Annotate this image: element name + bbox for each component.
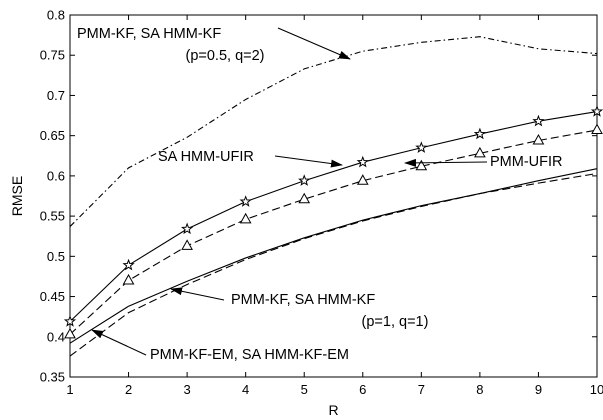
y-tick-label: 0.5 [47,249,65,264]
x-tick-label: 6 [359,382,366,397]
annotation-text: PMM-KF-EM, SA HMM-KF-EM [150,347,349,363]
x-tick-label: 3 [183,382,190,397]
annotation-text: (p=1, q=1) [362,314,429,330]
data-point-star [590,105,603,117]
annotation-arrow [274,155,343,168]
data-point-star [181,222,194,235]
y-tick-label: 0.6 [47,168,65,183]
series-line-kf_em [69,172,598,357]
data-point-triangle [474,146,486,158]
data-point-triangle [64,327,76,339]
data-point-triangle [298,192,311,204]
annotation-kf_sa: PMM-KF, SA HMM-KF (p=0.5, q=2) [77,26,351,64]
series-layer [69,36,598,357]
x-tick-label: 8 [476,382,483,397]
annotation-kf_11: PMM-KF, SA HMM-KF (p=1, q=1) [170,287,429,330]
annotation-text: SA HMM-UFIR [158,149,254,165]
y-tick-label: 0.45 [40,289,65,304]
data-point-star [415,141,428,153]
x-tick-label: 7 [418,382,425,397]
data-point-triangle [356,174,369,185]
y-axis-title: RMSE [9,176,25,216]
y-tick-label: 0.4 [47,329,65,344]
series-line-kf_sa [69,36,598,227]
data-point-triangle [591,123,603,135]
annotation-arrow [91,329,147,356]
y-tick-label: 0.65 [40,128,65,143]
y-tick-label: 0.35 [40,370,65,385]
axes: 1 2 3 4 5 6 7 8 9 10 0.35 0.4 0.45 0.5 0.55 0.6 0.65 0.7 0… [40,8,603,398]
data-point-triangle [181,239,193,250]
data-point-triangle [532,133,545,145]
x-tick-label: 4 [242,382,249,397]
x-axis-title: R [328,402,338,418]
annotation-text: (p=0.5, q=2) [186,48,265,64]
annotation-sa_ufir: SA HMM-UFIR [158,149,343,168]
data-point-star [356,155,369,168]
annotation-text: PMM-UFIR [490,154,563,170]
annotation-kf_em: PMM-KF-EM, SA HMM-KF-EM [91,329,349,363]
annotation-pmm_ufir: PMM-UFIR [404,154,563,170]
annotation-arrow [170,287,225,301]
annotation-text: PMM-KF, SA HMM-KF [77,26,221,42]
data-point-triangle [239,212,252,224]
annotation-arrow [404,158,488,167]
y-tick-label: 0.8 [47,8,65,23]
data-point-star [532,114,545,127]
y-tick-label: 0.55 [40,209,65,224]
x-tick-label: 9 [535,382,542,397]
series-line-kf_11 [69,168,598,344]
annotation-layer: PMM-KF, SA HMM-KF (p=0.5, q=2) SA HMM-UFIR… [77,26,563,363]
data-point-triangle [415,159,428,171]
x-tick-label: 5 [301,382,308,397]
y-tick-label: 0.75 [40,48,65,63]
data-point-star [298,174,311,186]
x-tick-label: 1 [66,382,73,397]
annotation-text: PMM-KF, SA HMM-KF [231,292,375,308]
annotation-arrow [277,27,351,60]
series-line-sa_ufir [69,110,598,322]
series-line-pmm_ufir [69,129,598,335]
plot-frame [69,14,598,378]
data-point-star [63,315,77,327]
data-point-star [473,127,486,140]
data-point-triangle [122,273,135,285]
y-tick-label: 0.7 [47,88,65,103]
data-point-star [239,195,252,207]
data-point-star [122,258,135,271]
x-tick-label: 2 [125,382,132,397]
marker-layer [63,105,603,339]
x-tick-label: 10 [590,382,603,397]
